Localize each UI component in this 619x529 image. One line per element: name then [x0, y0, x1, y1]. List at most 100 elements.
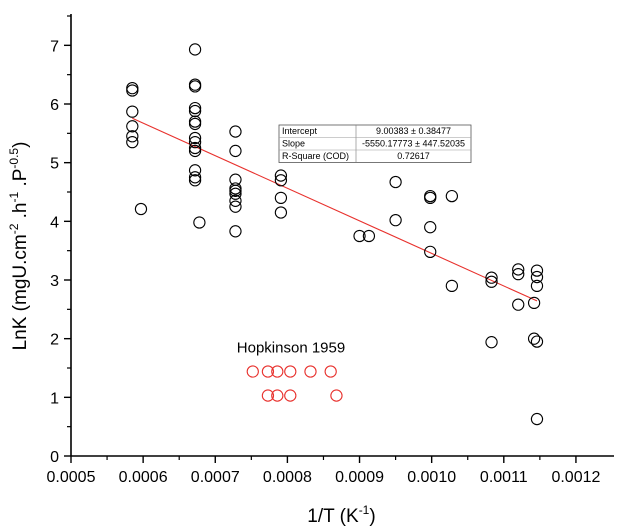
y-axis-title-sup: -2 [7, 223, 21, 234]
data-point [188, 101, 202, 115]
data-point-hopkinson [284, 389, 297, 402]
data-point [126, 105, 139, 118]
stats-label: Intercept [282, 126, 318, 136]
data-point [229, 187, 242, 200]
data-point [188, 43, 202, 56]
data-point [512, 263, 525, 276]
annotation-hopkinson: Hopkinson 1959 [237, 339, 345, 356]
data-point-hopkinson [324, 365, 337, 378]
data-point [485, 271, 498, 284]
data-point [188, 80, 202, 93]
data-point [512, 298, 525, 311]
y-axis-title-part: .P [10, 169, 31, 192]
stats-label: Slope [282, 139, 305, 149]
data-point [229, 225, 242, 238]
x-axis-title-main: 1/T (K [307, 506, 359, 527]
data-point [126, 130, 139, 143]
data-point [362, 229, 376, 243]
x-tick-label: 0.0011 [480, 469, 528, 486]
stats-table-border [278, 124, 472, 163]
data-point [424, 221, 437, 234]
y-tick-label: 6 [50, 97, 59, 114]
data-point [274, 206, 288, 219]
data-point-hopkinson [261, 389, 275, 402]
x-axis-title-end: ) [369, 506, 375, 527]
data-point [134, 202, 148, 216]
data-point [485, 336, 498, 349]
data-point [188, 141, 202, 155]
data-point [445, 189, 459, 203]
axes: 0.0005 0.0006 0.0007 0.0008 0.0009 0.0010 0.00… [47, 14, 614, 486]
stats-value: 9.00383 ± 0.38477 [376, 126, 451, 136]
data-point [274, 174, 288, 187]
data-point [389, 175, 402, 189]
data-point-hopkinson [261, 365, 275, 378]
y-tick-label: 1 [50, 390, 59, 407]
y-tick-label: 3 [50, 273, 59, 290]
data-point [193, 216, 206, 229]
y-axis-title-sup: -1 [7, 191, 21, 202]
y-axis-title-sup: -0.5 [7, 148, 21, 169]
y-axis-title-part: .h [10, 202, 31, 223]
data-point [530, 264, 544, 277]
x-tick-label: 0.0012 [551, 469, 600, 486]
data-point [527, 296, 541, 310]
data-point [188, 131, 202, 145]
data-point [353, 229, 366, 243]
y-tick-label: 4 [50, 214, 59, 231]
x-axis-title: 1/T (K-1) [307, 503, 375, 527]
data-point [126, 82, 139, 95]
data-point [274, 191, 288, 205]
y-tick-label: 0 [50, 449, 59, 466]
data-point [188, 144, 202, 158]
data-point [445, 279, 459, 293]
data-point [424, 191, 437, 205]
y-axis-title-part: LnK (mgU.cm [10, 234, 31, 350]
data-point [485, 275, 498, 288]
x-axis-title-sup: -1 [359, 503, 370, 517]
data-point [188, 171, 202, 184]
data-point [188, 115, 202, 128]
x-tick-label: 0.0007 [191, 469, 240, 486]
data-point [530, 279, 544, 293]
y-axis-title-part: ) [10, 142, 31, 148]
data-point [530, 412, 544, 426]
data-point [188, 117, 202, 131]
x-tick-label: 0.0008 [263, 469, 312, 486]
data-point [229, 173, 242, 186]
data-points-layer [126, 43, 544, 426]
x-tick-label: 0.0009 [335, 469, 384, 486]
data-point [229, 125, 242, 138]
x-tick-label: 0.0006 [119, 469, 168, 486]
data-point-hopkinson [246, 365, 259, 378]
data-point [229, 200, 242, 213]
data-point [229, 144, 242, 158]
data-point [188, 135, 202, 149]
data-point [126, 135, 139, 149]
stats-label: R-Square (COD) [282, 151, 349, 161]
data-point [229, 184, 242, 197]
stats-value: -5550.17773 ± 447.52035 [362, 139, 465, 149]
y-tick-label: 7 [50, 38, 59, 55]
data-point [126, 120, 139, 133]
data-point [188, 104, 202, 118]
data-point [229, 194, 242, 207]
data-point [188, 174, 202, 187]
data-point [512, 267, 525, 281]
data-point-hopkinson [271, 365, 284, 378]
stats-table: Intercept 9.00383 ± 0.38477 Slope -5550.177… [278, 124, 472, 163]
data-point-hopkinson [330, 389, 343, 402]
data-point [424, 245, 437, 258]
data-point-hopkinson [271, 389, 284, 402]
data-point [126, 84, 139, 97]
data-point [274, 169, 288, 182]
data-point [530, 270, 544, 284]
y-tick-label: 2 [50, 332, 59, 349]
x-tick-label: 0.0010 [407, 469, 456, 486]
data-point [527, 332, 541, 345]
data-point [389, 214, 402, 227]
x-tick-label: 0.0005 [47, 469, 96, 486]
data-point [188, 164, 202, 177]
stats-value: 0.72617 [397, 151, 430, 161]
